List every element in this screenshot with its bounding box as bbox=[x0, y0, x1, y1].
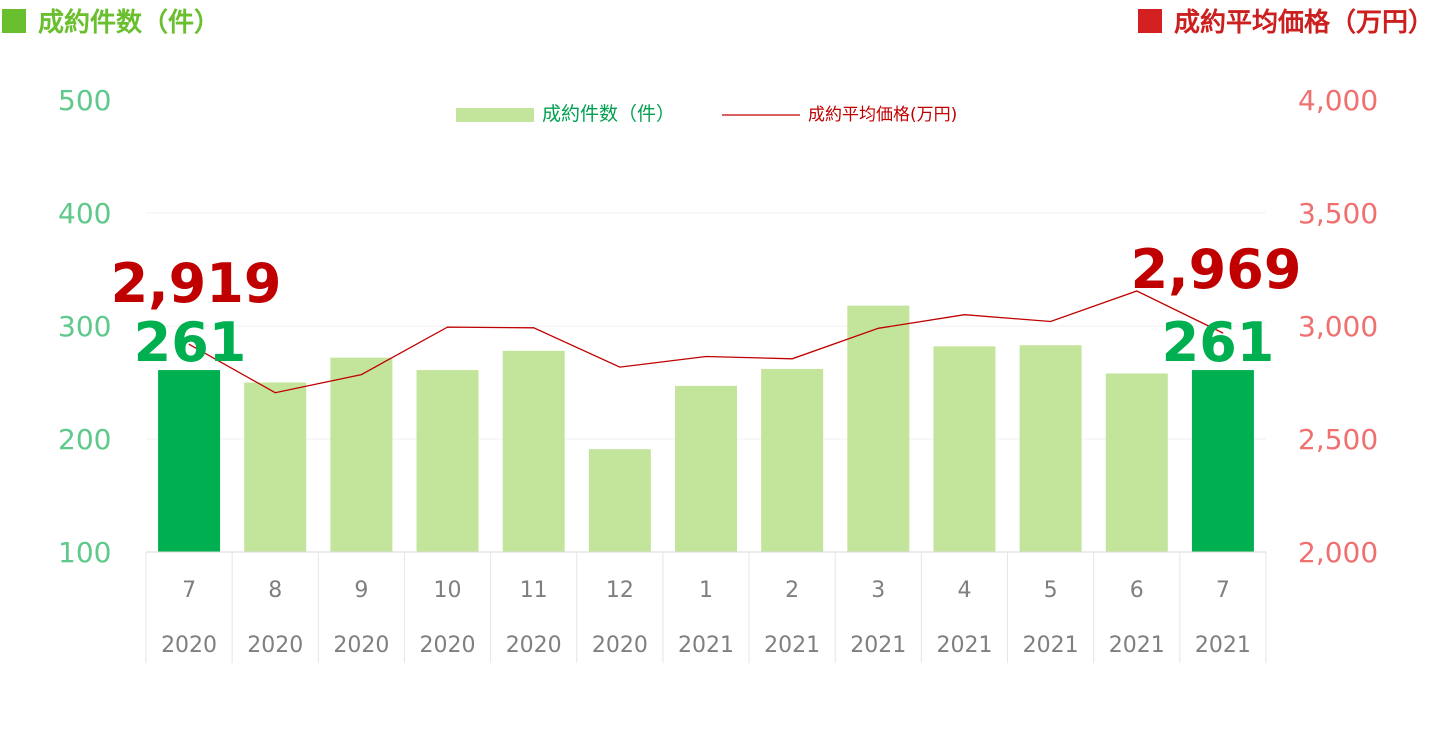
price-data-label: 2,919 bbox=[111, 252, 282, 315]
price-line-point bbox=[705, 356, 707, 358]
price-line-point bbox=[1222, 332, 1224, 334]
left-y-tick-label: 300 bbox=[58, 310, 111, 343]
price-line-point bbox=[963, 314, 965, 316]
price-line-point bbox=[274, 392, 276, 394]
x-tick-year: 2021 bbox=[1195, 633, 1251, 658]
x-tick-month: 9 bbox=[354, 578, 368, 603]
left-axis-title: 成約件数（件） bbox=[38, 8, 221, 38]
bar bbox=[1191, 370, 1254, 552]
bar bbox=[588, 449, 651, 552]
price-line-point bbox=[447, 326, 449, 328]
count-data-label: 261 bbox=[134, 311, 247, 374]
x-tick-year: 2020 bbox=[506, 633, 562, 658]
x-tick-year: 2020 bbox=[592, 633, 648, 658]
left-y-tick-label: 100 bbox=[58, 536, 111, 569]
x-tick-year: 2021 bbox=[764, 633, 820, 658]
x-tick-month: 4 bbox=[957, 578, 971, 603]
x-tick-month: 5 bbox=[1044, 578, 1058, 603]
bar bbox=[502, 350, 565, 552]
left-y-tick-label: 500 bbox=[58, 84, 111, 117]
price-line-point bbox=[533, 327, 535, 329]
right-axis-header: 成約平均価格（万円） bbox=[1137, 2, 1434, 39]
bar bbox=[933, 346, 996, 552]
price-line-point bbox=[360, 374, 362, 376]
legend-bar-label: 成約件数（件） bbox=[542, 103, 675, 125]
right-axis-title: 成約平均価格（万円） bbox=[1173, 8, 1434, 38]
x-tick-year: 2020 bbox=[333, 633, 389, 658]
count-data-label: 261 bbox=[1162, 311, 1275, 374]
red-square-icon bbox=[1137, 8, 1162, 33]
bar bbox=[1019, 345, 1082, 552]
bar bbox=[158, 370, 221, 552]
x-tick-month: 10 bbox=[434, 578, 462, 603]
x-tick-month: 11 bbox=[520, 578, 548, 603]
price-line-point bbox=[791, 358, 793, 360]
x-tick-month: 3 bbox=[871, 578, 885, 603]
x-tick-year: 2021 bbox=[1023, 633, 1079, 658]
price-line-point bbox=[188, 343, 190, 345]
x-tick-month: 8 bbox=[268, 578, 282, 603]
bar bbox=[847, 305, 910, 552]
x-tick-month: 6 bbox=[1130, 578, 1144, 603]
x-tick-month: 7 bbox=[182, 578, 196, 603]
x-tick-year: 2021 bbox=[1109, 633, 1165, 658]
bar bbox=[330, 357, 393, 552]
left-axis-header: 成約件数（件） bbox=[2, 2, 220, 39]
price-line-point bbox=[1050, 320, 1052, 322]
x-tick-year: 2021 bbox=[936, 633, 992, 658]
bar bbox=[761, 368, 824, 552]
price-data-label: 2,969 bbox=[1131, 238, 1302, 301]
bar bbox=[416, 370, 479, 552]
bar bbox=[244, 382, 307, 552]
legend-line-label: 成約平均価格(万円) bbox=[808, 105, 957, 125]
right-y-tick-label: 3,000 bbox=[1298, 310, 1378, 343]
right-y-tick-label: 4,000 bbox=[1298, 84, 1378, 117]
price-line-point bbox=[1136, 290, 1138, 292]
price-line-point bbox=[619, 366, 621, 368]
right-y-tick-label: 3,500 bbox=[1298, 197, 1378, 230]
bar bbox=[1105, 373, 1168, 552]
left-y-tick-label: 200 bbox=[58, 423, 111, 456]
x-tick-month: 1 bbox=[699, 578, 713, 603]
bar bbox=[675, 385, 737, 552]
legend-bar-swatch bbox=[456, 108, 534, 122]
green-square-icon bbox=[2, 8, 26, 33]
x-tick-month: 7 bbox=[1216, 578, 1230, 603]
left-y-tick-label: 400 bbox=[58, 197, 111, 230]
x-tick-year: 2020 bbox=[247, 633, 303, 658]
price-line-point bbox=[877, 327, 879, 329]
x-tick-year: 2021 bbox=[850, 633, 906, 658]
x-tick-year: 2020 bbox=[420, 633, 476, 658]
right-y-tick-label: 2,000 bbox=[1298, 536, 1378, 569]
x-tick-year: 2021 bbox=[678, 633, 734, 658]
x-tick-year: 2020 bbox=[161, 633, 217, 658]
x-tick-month: 2 bbox=[785, 578, 799, 603]
right-y-tick-label: 2,500 bbox=[1298, 423, 1378, 456]
x-tick-month: 12 bbox=[606, 578, 634, 603]
